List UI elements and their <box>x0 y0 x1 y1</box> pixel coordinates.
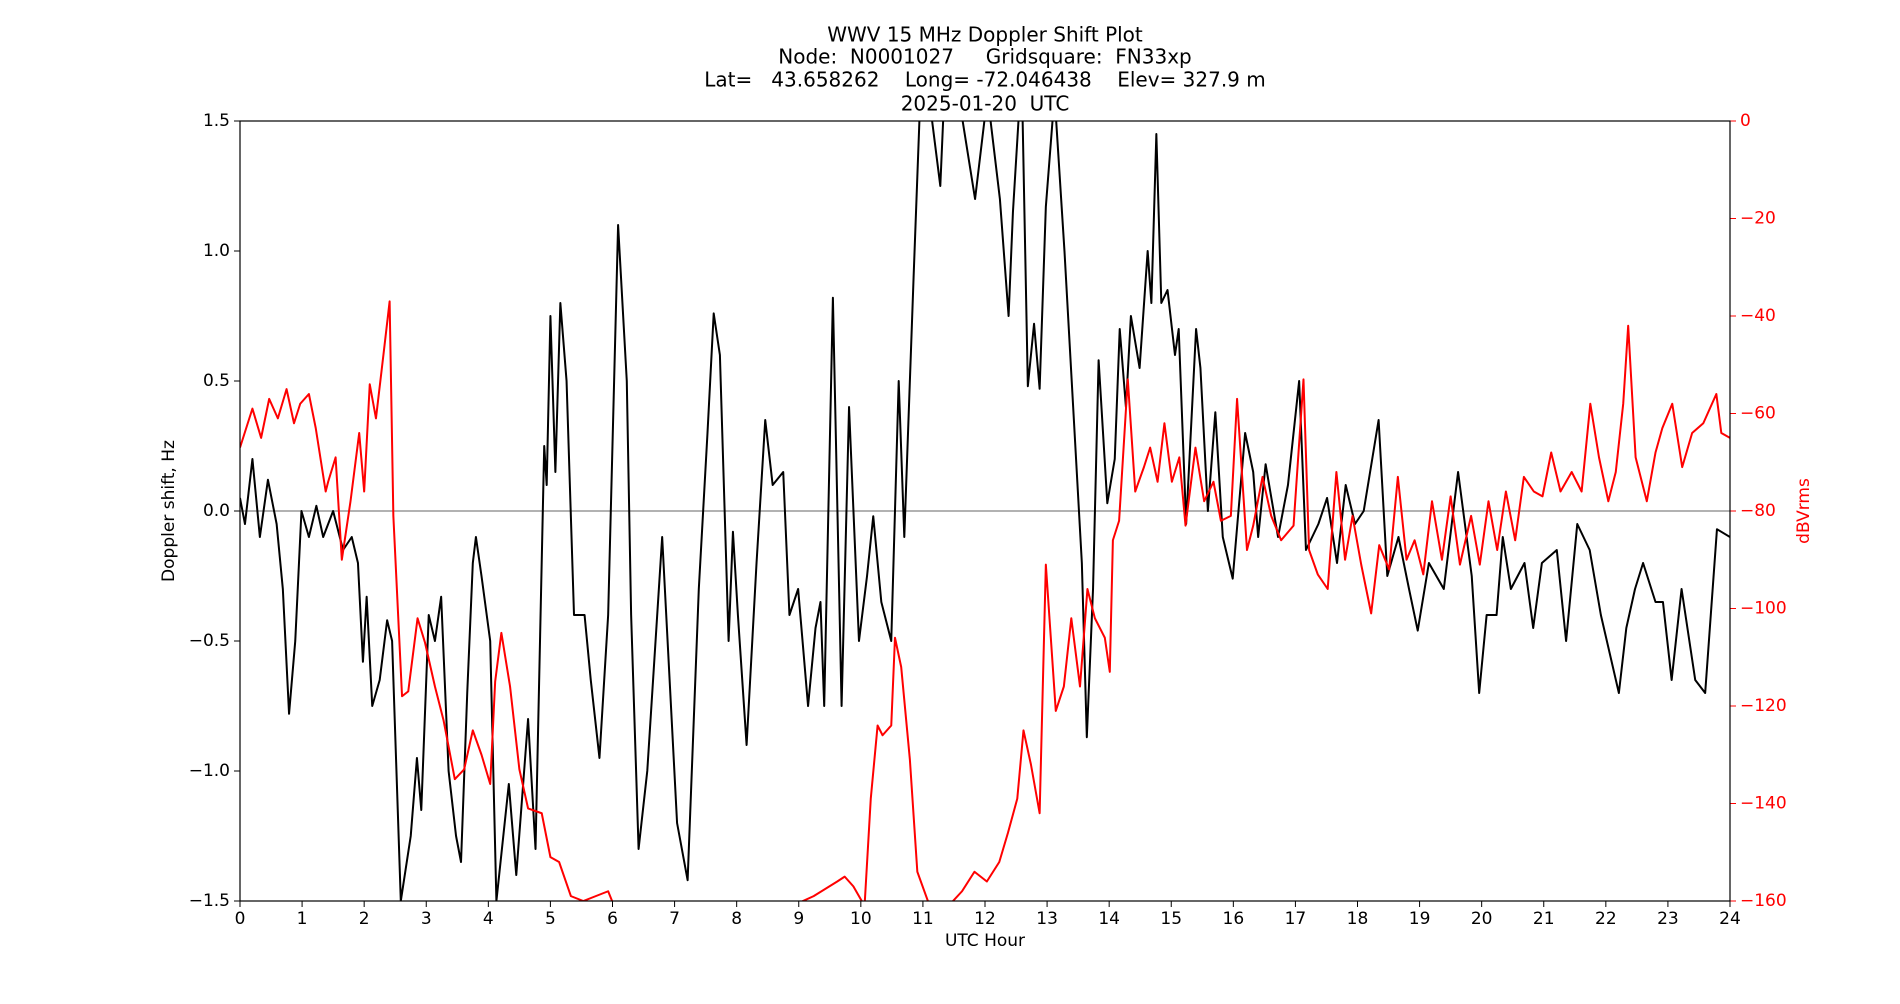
plot-area <box>240 121 1730 901</box>
x-tick-label: 7 <box>669 909 680 929</box>
y2-tick-label: −60 <box>1740 404 1776 424</box>
x-tick-label: 16 <box>1223 909 1245 929</box>
chart-subtitle: Lat= 43.658262 Long= -72.046438 Elev= 32… <box>704 68 1266 92</box>
y2-tick-label: −160 <box>1740 891 1787 911</box>
y-tick-label: −0.5 <box>189 631 230 651</box>
x-tick-label: 17 <box>1285 909 1307 929</box>
x-axis-label: UTC Hour <box>945 931 1025 951</box>
y-axis-label: Doppler shift, Hz <box>159 440 179 582</box>
x-tick-label: 1 <box>297 909 308 929</box>
x-tick-label: 8 <box>731 909 742 929</box>
x-tick-label: 3 <box>421 909 432 929</box>
y2-axis-label: dBVrms <box>1794 478 1814 544</box>
x-tick-label: 6 <box>607 909 618 929</box>
x-tick-label: 4 <box>483 909 494 929</box>
x-tick-label: 5 <box>545 909 556 929</box>
x-tick-label: 9 <box>793 909 804 929</box>
x-tick-label: 11 <box>912 909 934 929</box>
x-tick-label: 12 <box>974 909 996 929</box>
chart-subtitle: Node: N0001027 Gridsquare: FN33xp <box>778 45 1191 69</box>
y-tick-label: −1.5 <box>189 891 230 911</box>
y-tick-label: 0.0 <box>203 501 230 521</box>
x-tick-label: 10 <box>850 909 872 929</box>
chart-subtitle: 2025-01-20 UTC <box>901 92 1070 116</box>
x-tick-label: 21 <box>1533 909 1555 929</box>
y2-tick-label: −140 <box>1740 794 1787 814</box>
x-tick-label: 13 <box>1036 909 1058 929</box>
y2-tick-label: 0 <box>1740 111 1751 131</box>
y2-tick-label: −100 <box>1740 599 1787 619</box>
x-tick-label: 2 <box>359 909 370 929</box>
x-tick-label: 18 <box>1347 909 1369 929</box>
plot-frame <box>239 120 1731 902</box>
y2-tick-label: −20 <box>1740 209 1776 229</box>
y-tick-label: 0.5 <box>203 371 230 391</box>
x-tick-label: 0 <box>235 909 246 929</box>
y2-tick-label: −80 <box>1740 501 1776 521</box>
x-tick-label: 19 <box>1409 909 1431 929</box>
y-tick-label: −1.0 <box>189 761 230 781</box>
data-line <box>240 300 1730 901</box>
chart-title: WWV 15 MHz Doppler Shift Plot <box>827 23 1143 47</box>
x-tick-label: 15 <box>1160 909 1182 929</box>
y2-tick-label: −120 <box>1740 696 1787 716</box>
data-line <box>240 121 1730 901</box>
x-tick-label: 14 <box>1098 909 1120 929</box>
y2-tick-label: −40 <box>1740 306 1776 326</box>
x-tick-label: 23 <box>1657 909 1679 929</box>
x-tick-label: 22 <box>1595 909 1617 929</box>
y-tick-label: 1.0 <box>203 241 230 261</box>
x-tick-label: 24 <box>1719 909 1741 929</box>
y-tick-label: 1.5 <box>203 111 230 131</box>
x-tick-label: 20 <box>1471 909 1493 929</box>
